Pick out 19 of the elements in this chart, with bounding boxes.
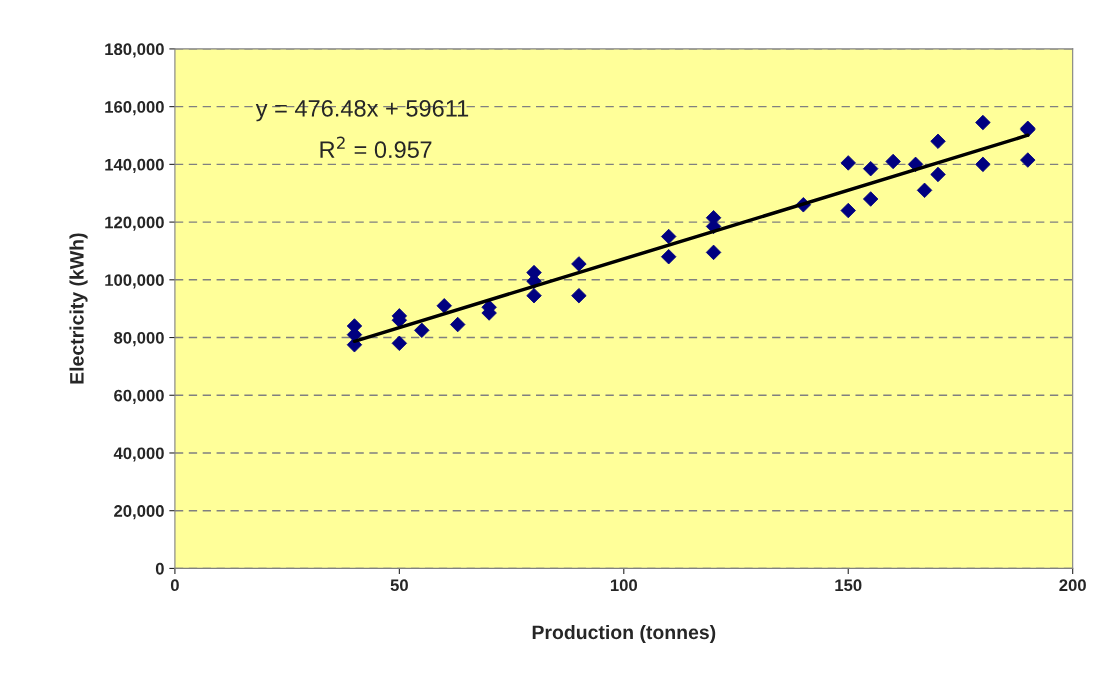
y-axis-title: Electricity (kWh) xyxy=(69,233,88,384)
x-tick-label: 50 xyxy=(390,579,408,592)
x-tick-label: 0 xyxy=(170,579,179,592)
y-tick-label: 160,000 xyxy=(105,101,164,116)
x-axis-title: Production (tonnes) xyxy=(532,624,716,644)
y-tick-label: 100,000 xyxy=(105,274,164,289)
y-tick-label: 120,000 xyxy=(105,216,164,231)
annotation: y = 476.48x + 59611 xyxy=(255,99,469,122)
y-tick-label: 80,000 xyxy=(114,331,164,347)
x-tick-label: 150 xyxy=(835,579,862,592)
x-tick-label: 200 xyxy=(1059,579,1086,592)
y-tick-label: 0 xyxy=(155,562,164,575)
y-tick-label: 40,000 xyxy=(113,447,164,462)
y-tick-label: 180,000 xyxy=(105,43,164,58)
annotation: R$^{2}$ = 0.957 xyxy=(320,136,432,159)
y-tick-label: 60,000 xyxy=(114,389,164,404)
y-tick-label: 140,000 xyxy=(105,158,164,173)
y-tick-label: 20,000 xyxy=(114,505,164,520)
x-tick-label: 100 xyxy=(610,579,638,592)
